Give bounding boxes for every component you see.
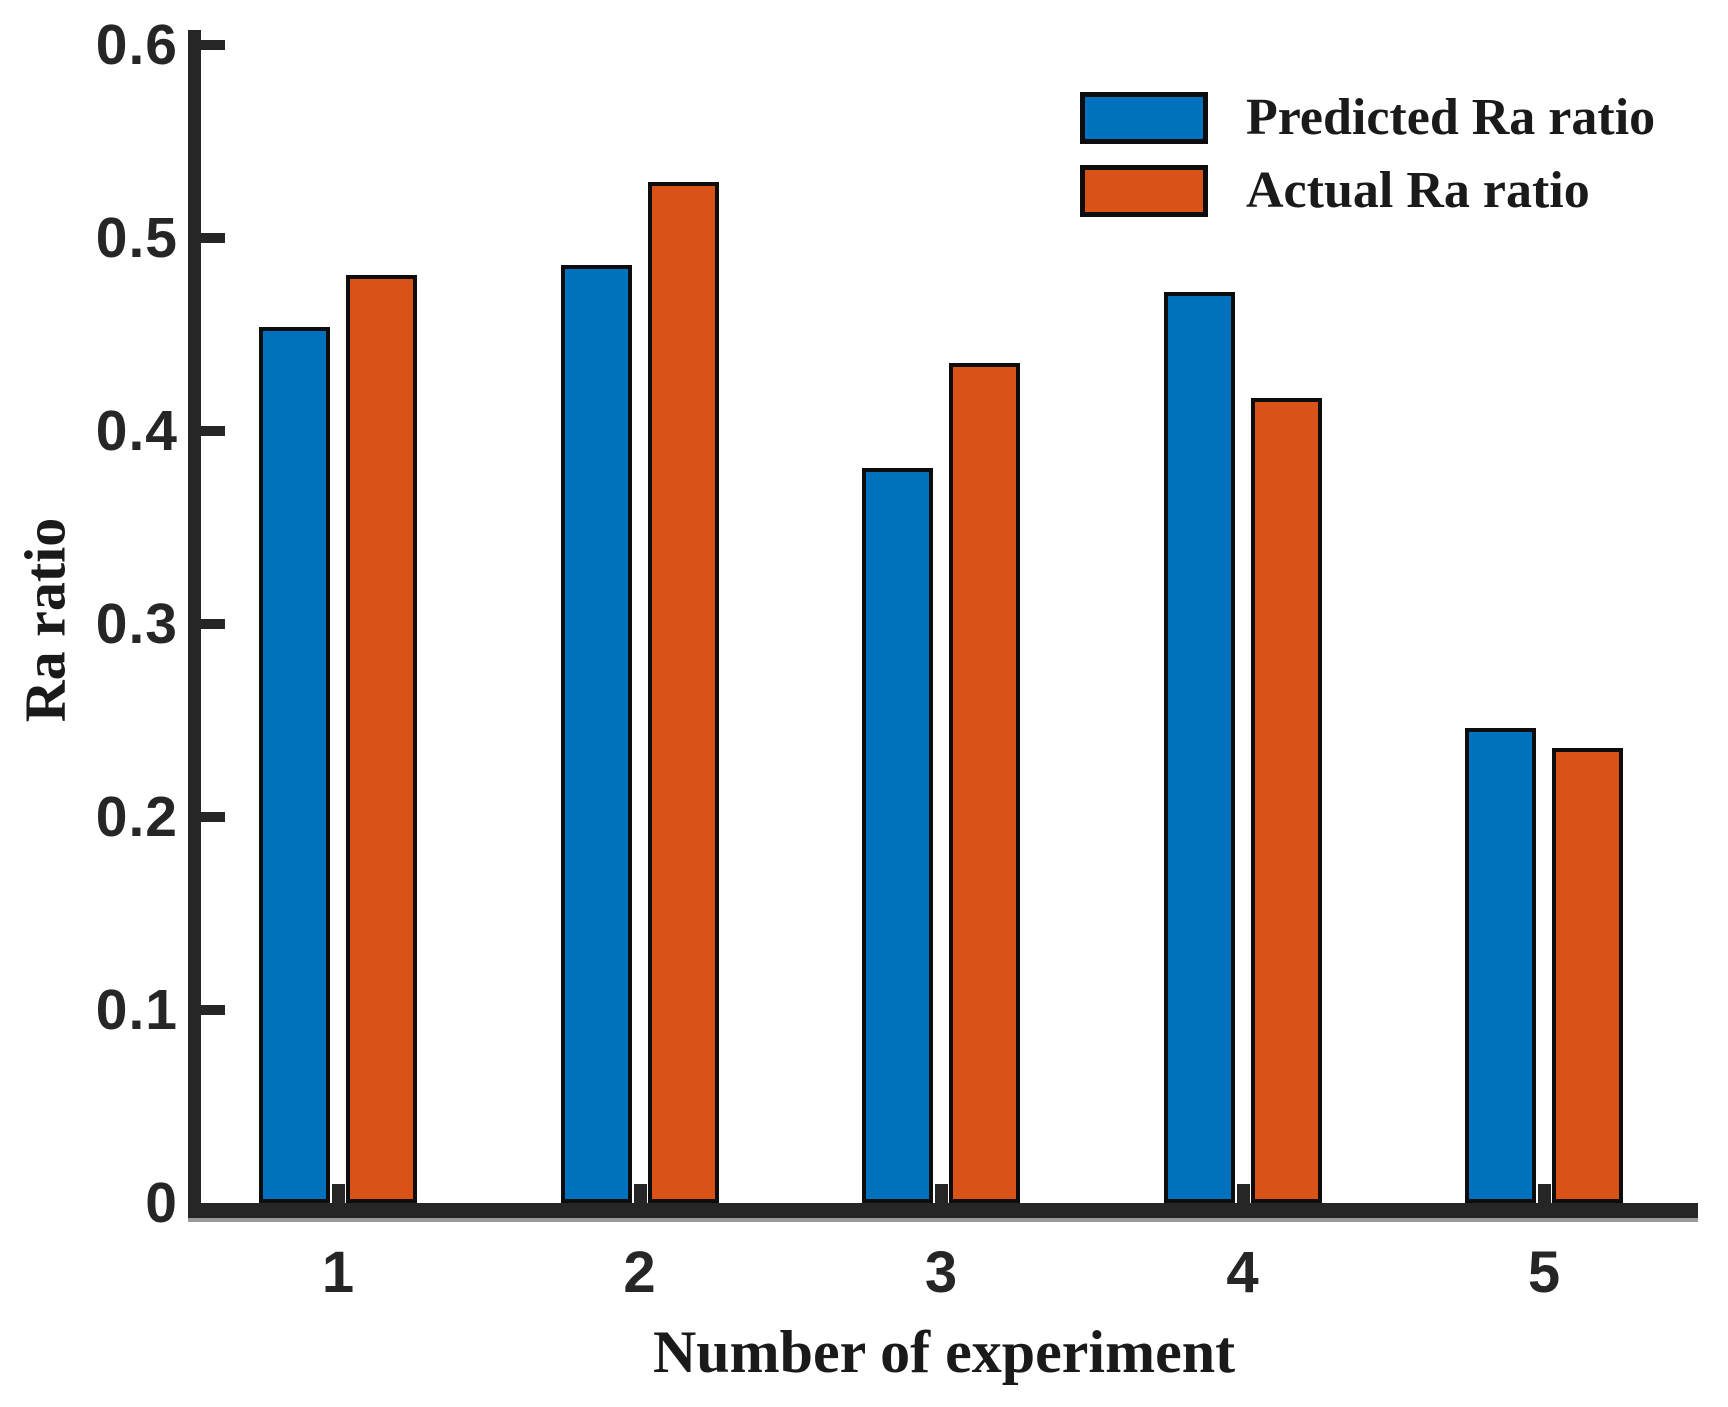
y-tick bbox=[201, 233, 225, 243]
x-tick-label: 4 bbox=[1226, 1240, 1259, 1305]
y-tick-label: 0.5 bbox=[95, 206, 178, 270]
legend-swatch-predicted bbox=[1080, 91, 1208, 144]
legend-row-predicted: Predicted Ra ratio bbox=[1080, 88, 1655, 147]
y-tick bbox=[201, 426, 225, 436]
x-axis-line bbox=[188, 1203, 1698, 1222]
y-tick bbox=[201, 619, 225, 629]
legend-label-actual: Actual Ra ratio bbox=[1246, 162, 1590, 219]
x-tick bbox=[633, 1184, 647, 1203]
y-tick-label: 0.1 bbox=[95, 978, 178, 1042]
y-tick-label: 0.4 bbox=[95, 399, 178, 463]
y-tick-label: 0.2 bbox=[95, 785, 178, 849]
bar-actual-ra-ratio-3 bbox=[949, 363, 1020, 1203]
y-tick bbox=[201, 1005, 225, 1015]
x-tick-label: 3 bbox=[924, 1240, 958, 1305]
y-axis-title: Ra ratio bbox=[12, 517, 78, 723]
x-tick bbox=[1236, 1184, 1250, 1203]
bar-actual-ra-ratio-2 bbox=[647, 182, 719, 1203]
y-axis-line bbox=[188, 30, 201, 1218]
bar-predicted-ra-ratio-3 bbox=[862, 468, 933, 1203]
y-tick-label: 0 bbox=[145, 1171, 178, 1235]
bar-predicted-ra-ratio-2 bbox=[560, 265, 632, 1203]
bar-predicted-ra-ratio-5 bbox=[1465, 728, 1536, 1203]
x-tick bbox=[332, 1184, 345, 1203]
x-tick-label: 5 bbox=[1527, 1240, 1561, 1305]
y-tick-label: 0.3 bbox=[95, 592, 178, 656]
bar-predicted-ra-ratio-1 bbox=[259, 327, 330, 1203]
bar-actual-ra-ratio-5 bbox=[1552, 748, 1623, 1203]
x-axis-title: Number of experiment bbox=[652, 1319, 1236, 1385]
legend-row-actual: Actual Ra ratio bbox=[1080, 161, 1655, 220]
legend-label-predicted: Predicted Ra ratio bbox=[1246, 89, 1656, 146]
bar-actual-ra-ratio-4 bbox=[1250, 398, 1322, 1203]
x-tick-label: 1 bbox=[321, 1240, 355, 1305]
legend-swatch-actual bbox=[1080, 164, 1208, 217]
x-tick bbox=[1538, 1184, 1551, 1203]
x-tick bbox=[935, 1184, 948, 1203]
y-tick bbox=[201, 40, 225, 50]
bar-actual-ra-ratio-1 bbox=[346, 275, 417, 1203]
y-tick bbox=[201, 812, 225, 822]
x-tick-label: 2 bbox=[623, 1240, 656, 1305]
bar-predicted-ra-ratio-4 bbox=[1163, 292, 1235, 1203]
y-tick-label: 0.6 bbox=[95, 13, 178, 77]
legend: Predicted Ra ratio Actual Ra ratio bbox=[1080, 88, 1655, 234]
